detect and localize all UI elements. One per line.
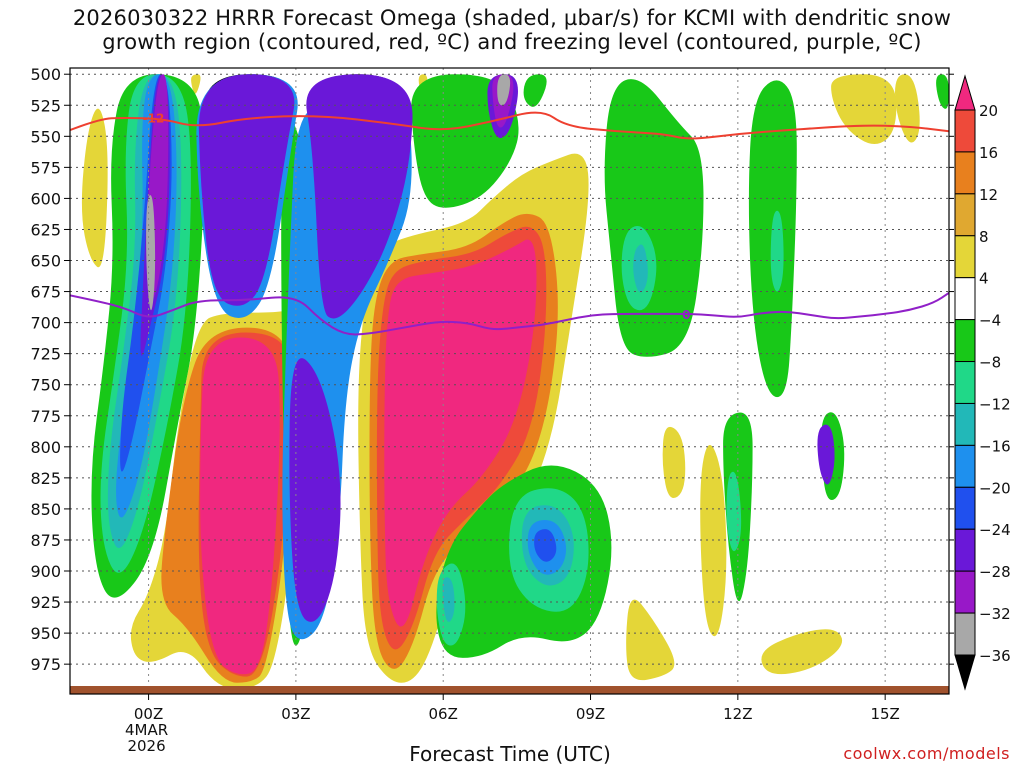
omega-region: [146, 195, 156, 311]
omega-region: [831, 74, 897, 145]
plot-frame: [69, 67, 950, 695]
omega-region: [770, 210, 784, 292]
omega-region: [191, 74, 201, 94]
colorbar-segment: [954, 235, 976, 279]
x-tick-label: 03Z: [281, 705, 310, 723]
x-tick-label: 00Z: [134, 705, 163, 723]
freezing-level-label: 0: [682, 308, 690, 322]
colorbar-label: −4: [979, 312, 1001, 330]
omega-region: [895, 74, 920, 143]
omega-region: [817, 424, 835, 485]
x-axis-label: Forecast Time (UTC): [409, 742, 611, 766]
colorbar-label: −36: [979, 647, 1011, 665]
omega-region: [936, 74, 949, 109]
dendritic-contour-label: -12: [143, 112, 165, 126]
y-tick-label: 650: [30, 252, 61, 271]
omega-region: [523, 74, 547, 107]
y-tick-label: 725: [30, 345, 61, 364]
y-tick-label: 950: [30, 624, 61, 643]
colorbar-segment: [954, 151, 976, 195]
colorbar-segment: [954, 444, 976, 488]
omega-region: [306, 74, 413, 319]
omega-region: [534, 529, 557, 562]
colorbar-segment: [954, 319, 976, 363]
colorbar-label: −8: [979, 354, 1001, 372]
x-tick-sublabel: 2026: [127, 737, 165, 755]
colorbar-label: −28: [979, 563, 1011, 581]
colorbar-label: −24: [979, 521, 1011, 539]
omega-region: [761, 629, 843, 675]
colorbar-segment: [954, 193, 976, 237]
gridlines: [70, 68, 949, 689]
colorbar-segment: [954, 528, 976, 572]
dendritic-contour-line: [70, 111, 949, 140]
colorbar-segment: [954, 570, 976, 614]
y-tick-label: 975: [30, 655, 61, 674]
colorbar-label: −20: [979, 479, 1011, 497]
ground-surface-bar: [70, 686, 949, 694]
colorbar-top-arrow: [954, 74, 976, 111]
y-tick-label: 875: [30, 531, 61, 550]
y-tick-label: 625: [30, 220, 61, 239]
omega-region: [633, 244, 648, 293]
x-tick-label: 09Z: [576, 705, 605, 723]
y-tick-label: 825: [30, 469, 61, 488]
y-tick-label: 925: [30, 593, 61, 612]
source-credit[interactable]: coolwx.com/models: [843, 744, 1010, 763]
colorbar-segment: [954, 277, 976, 321]
omega-region: [81, 108, 108, 268]
y-tick-label: 775: [30, 407, 61, 426]
colorbar-label: 16: [979, 144, 998, 162]
y-tick-label: 850: [30, 500, 61, 519]
omega-region: [497, 74, 511, 106]
x-tick-label: 15Z: [870, 705, 899, 723]
contour-lines: -12 0: [70, 111, 949, 336]
colorbar-bottom-arrow: [954, 654, 976, 691]
colorbar-label: −12: [979, 395, 1011, 413]
x-tick-sublabel: 4MAR: [125, 721, 168, 739]
chart-title-line-2: growth region (contoured, red, ºC) and f…: [102, 30, 922, 54]
colorbar-segment: [954, 402, 976, 446]
omega-region: [384, 239, 537, 627]
colorbar-label: 8: [979, 228, 989, 246]
colorbar-label: 4: [979, 270, 989, 288]
colorbar-label: 20: [979, 102, 998, 120]
y-tick-label: 525: [30, 96, 61, 115]
chart-title-line-1: 2026030322 HRRR Forecast Omega (shaded, …: [72, 6, 952, 30]
colorbar-label: 12: [979, 186, 998, 204]
omega-region: [626, 599, 675, 681]
x-tick-label: 06Z: [429, 705, 458, 723]
y-tick-label: 500: [30, 65, 61, 84]
y-tick-label: 575: [30, 158, 61, 177]
omega-region: [662, 426, 686, 499]
colorbar-segment: [954, 109, 976, 153]
omega-region: [289, 358, 341, 622]
x-tick-label: 12Z: [723, 705, 752, 723]
omega-region: [200, 337, 280, 675]
y-tick-label: 550: [30, 127, 61, 146]
axes: 500 525 550 575 600 625 650 675 700 725 750 775 800 8…: [30, 65, 954, 755]
omega-shading: [81, 74, 949, 689]
colorbar-segment: [954, 486, 976, 530]
y-tick-label: 675: [30, 283, 61, 302]
colorbar-segment: [954, 361, 976, 404]
y-tick-label: 800: [30, 438, 61, 457]
omega-region: [700, 445, 727, 637]
y-tick-label: 600: [30, 189, 61, 208]
colorbar-label: −16: [979, 437, 1011, 455]
freezing-level-line: [70, 291, 949, 336]
y-tick-label: 900: [30, 562, 61, 581]
omega-region: [442, 577, 455, 622]
y-tick-label: 750: [30, 376, 61, 395]
omega-region: [198, 74, 295, 306]
colorbar-segment: [954, 612, 976, 656]
y-tick-label: 700: [30, 314, 61, 333]
colorbar: 20 16 12 8 4 −4 −8 −12 −16 −20 −24 −28 −32 −36: [954, 74, 1011, 691]
colorbar-label: −32: [979, 605, 1011, 623]
